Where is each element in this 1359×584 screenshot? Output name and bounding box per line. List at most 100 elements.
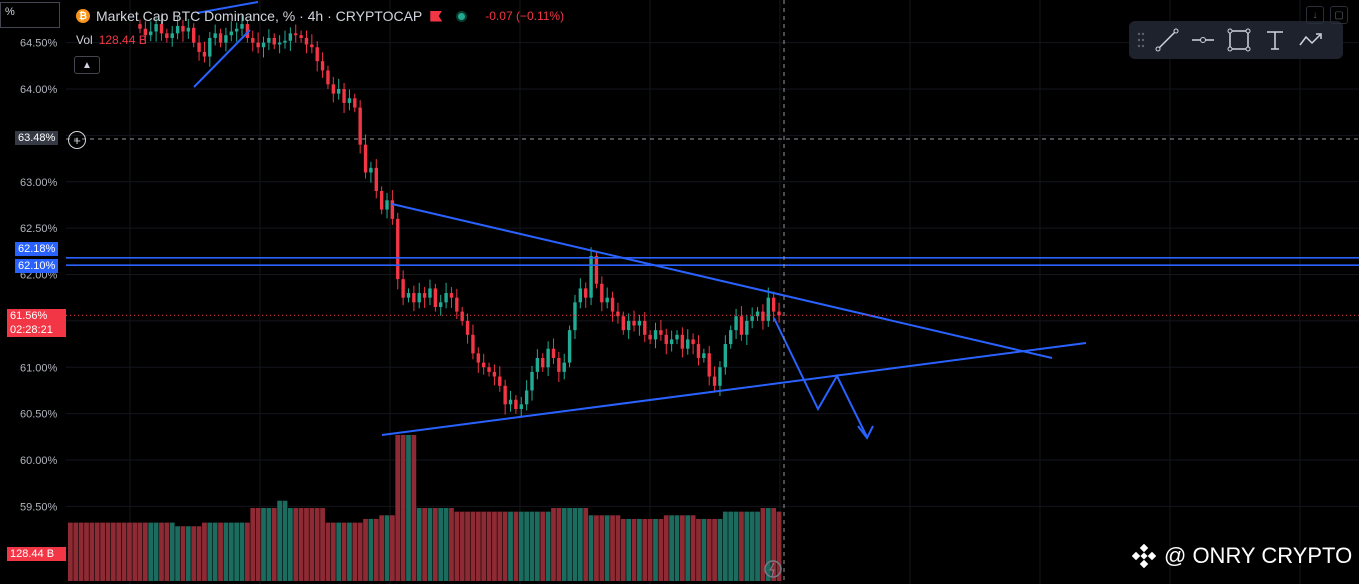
candle-body bbox=[267, 37, 271, 43]
candle-body bbox=[385, 200, 389, 210]
replay-icon[interactable] bbox=[764, 560, 782, 578]
candle-body bbox=[664, 334, 668, 345]
volume-bar bbox=[567, 508, 572, 581]
volume-bar bbox=[653, 518, 658, 581]
descending-trendline[interactable] bbox=[391, 203, 1053, 359]
candle-body bbox=[519, 404, 523, 409]
projection-path[interactable] bbox=[773, 317, 868, 438]
volume-bar bbox=[739, 511, 744, 581]
trendline-icon[interactable] bbox=[1153, 26, 1181, 54]
candle-body bbox=[192, 27, 196, 43]
candle-body bbox=[573, 302, 577, 331]
market-status-icon bbox=[456, 10, 468, 22]
candle-body bbox=[686, 339, 690, 349]
volume-bars bbox=[68, 435, 782, 581]
volume-bar bbox=[255, 508, 261, 581]
volume-bar bbox=[749, 511, 755, 581]
volume-bar bbox=[551, 508, 556, 581]
crosshair-price-tag: 63.48% bbox=[15, 131, 59, 145]
candle-body bbox=[653, 330, 658, 340]
volume-bar bbox=[84, 522, 89, 581]
volume-bar bbox=[132, 522, 138, 581]
volume-bar bbox=[594, 515, 599, 581]
volume-bar bbox=[696, 518, 701, 581]
volume-bar bbox=[110, 522, 116, 581]
collapse-legend-button[interactable]: ▲ bbox=[74, 56, 100, 74]
candle-body bbox=[616, 311, 620, 317]
trend-drawings[interactable] bbox=[193, 1, 1087, 440]
volume-bar bbox=[701, 518, 707, 581]
volume-bar bbox=[712, 518, 717, 581]
volume-bar bbox=[169, 522, 175, 581]
volume-bar bbox=[175, 526, 180, 581]
symbol-title[interactable]: Market Cap BTC Dominance, % · 4h · CRYPT… bbox=[96, 8, 423, 24]
y-tick-label: 61.00% bbox=[20, 362, 58, 374]
candle-body bbox=[498, 376, 502, 386]
symbol-search-box[interactable]: % bbox=[0, 2, 60, 28]
volume-bar bbox=[610, 515, 615, 581]
last-price-tag: 61.56% bbox=[7, 309, 66, 323]
candle-body bbox=[605, 297, 609, 303]
candle-body bbox=[396, 218, 400, 280]
candle-body bbox=[546, 348, 550, 368]
drawing-line-rise[interactable] bbox=[193, 29, 251, 88]
y-tick-label: 63.00% bbox=[20, 177, 58, 189]
flag-icon[interactable] bbox=[430, 10, 443, 22]
volume-bar bbox=[534, 511, 540, 581]
candle-body bbox=[530, 371, 534, 391]
volume-bar bbox=[454, 511, 460, 581]
volume-bar bbox=[470, 511, 476, 581]
volume-bar bbox=[212, 522, 218, 581]
horizontal-levels[interactable] bbox=[66, 257, 1359, 267]
candle-body bbox=[299, 35, 303, 38]
volume-bar bbox=[180, 526, 186, 581]
candle-body bbox=[594, 255, 599, 284]
volume-bar bbox=[755, 511, 760, 581]
candle-body bbox=[347, 98, 352, 103]
price-axis[interactable]: 64.50%64.00%63.00%62.50%62.00%61.00%60.5… bbox=[20, 38, 58, 514]
volume-bar bbox=[116, 522, 122, 581]
ascending-trendline[interactable] bbox=[381, 342, 1087, 436]
candle-body bbox=[723, 344, 728, 368]
rectangle-icon[interactable] bbox=[1225, 26, 1253, 54]
volume-bar bbox=[615, 515, 621, 581]
volume-bar bbox=[218, 522, 223, 581]
volume-bar bbox=[330, 522, 336, 581]
volume-bar bbox=[771, 508, 777, 581]
drawing-toolbar[interactable] bbox=[1129, 21, 1343, 59]
volume-bar bbox=[647, 518, 653, 581]
candle-body bbox=[283, 40, 287, 43]
candle-body bbox=[557, 357, 561, 372]
fullscreen-icon[interactable]: ▢ bbox=[1330, 6, 1348, 24]
volume-bar bbox=[379, 515, 385, 581]
candle-body bbox=[771, 297, 776, 312]
volume-bar bbox=[245, 522, 250, 581]
grip-icon[interactable] bbox=[1137, 30, 1145, 50]
candle-body bbox=[766, 297, 770, 321]
volume-bar bbox=[529, 511, 535, 581]
text-icon[interactable] bbox=[1261, 26, 1289, 54]
candle-body bbox=[578, 288, 583, 303]
candle-body bbox=[186, 27, 191, 32]
path-icon[interactable] bbox=[1297, 26, 1325, 54]
candle-body bbox=[353, 98, 357, 108]
volume-bar bbox=[384, 515, 390, 581]
horizontal-line-icon[interactable] bbox=[1189, 26, 1217, 54]
candle-body bbox=[159, 24, 164, 34]
volume-bar bbox=[663, 515, 669, 581]
volume-bar bbox=[459, 511, 465, 581]
volume-bar bbox=[744, 511, 750, 581]
candle-body bbox=[503, 385, 507, 405]
download-icon[interactable]: ↓ bbox=[1306, 6, 1324, 24]
volume-bar bbox=[502, 511, 508, 581]
add-alert-icon[interactable]: + bbox=[68, 131, 86, 149]
candle-body bbox=[304, 37, 309, 45]
y-tick-label: 64.00% bbox=[20, 84, 58, 96]
candle-body bbox=[401, 279, 405, 298]
candle-body bbox=[213, 33, 217, 38]
volume-bar bbox=[100, 522, 105, 581]
drawing-line-top-left[interactable] bbox=[196, 1, 259, 14]
volume-bar bbox=[261, 508, 266, 581]
candle-body bbox=[712, 376, 717, 386]
